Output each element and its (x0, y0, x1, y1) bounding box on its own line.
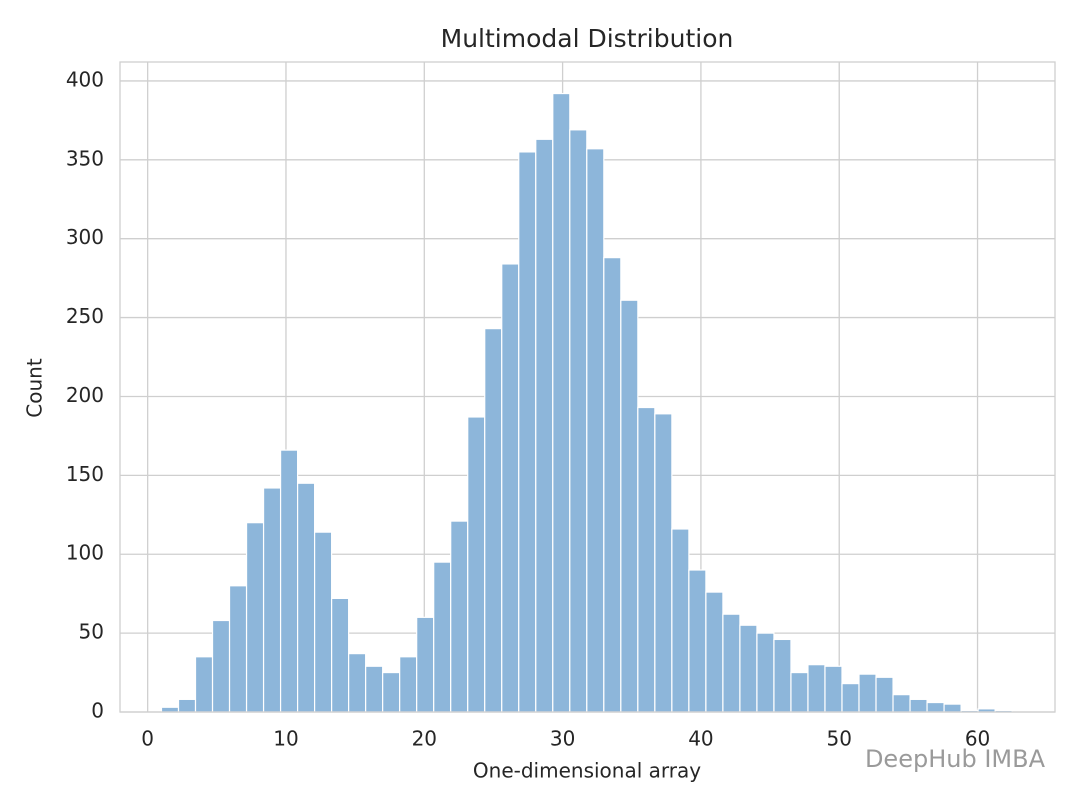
y-tick-label: 350 (66, 146, 104, 170)
y-tick-label: 250 (66, 304, 104, 328)
x-axis-label: One-dimensional array (473, 759, 701, 783)
y-tick-label: 400 (66, 67, 104, 91)
bar (535, 138, 554, 713)
bar (245, 522, 265, 713)
x-tick-label: 30 (550, 727, 575, 751)
bar (331, 597, 350, 713)
bar (518, 151, 537, 713)
bar (773, 638, 792, 713)
bar (841, 683, 860, 713)
x-tick-label: 0 (141, 727, 154, 751)
bar (654, 413, 673, 713)
y-tick-label: 100 (66, 541, 104, 565)
x-tick-label: 50 (827, 727, 852, 751)
bar (637, 406, 656, 713)
bar (739, 624, 758, 713)
bar (586, 148, 605, 713)
bar (314, 531, 333, 713)
plot-frame (119, 61, 1056, 713)
bar (228, 585, 248, 713)
bar (688, 569, 707, 713)
bar (790, 671, 809, 713)
bar (365, 665, 384, 713)
chart-title: Multimodal Distribution (441, 24, 734, 53)
bar (177, 698, 197, 713)
bar (382, 671, 401, 713)
bar (858, 673, 877, 713)
y-tick-label: 0 (91, 699, 104, 723)
bar (722, 613, 741, 713)
bar (671, 528, 690, 713)
bar (399, 656, 418, 713)
bar (926, 701, 945, 713)
y-axis-label: Count (23, 358, 47, 418)
bar (756, 632, 775, 713)
bar (620, 299, 639, 713)
bar (892, 694, 911, 713)
x-tick-label: 40 (688, 727, 713, 751)
bar (552, 92, 571, 713)
bar (450, 520, 469, 713)
bar (569, 129, 588, 713)
x-tick-label: 10 (273, 727, 298, 751)
bar (807, 664, 826, 713)
bar (160, 706, 180, 713)
watermark: DeepHub IMBA (865, 745, 1046, 773)
bar (211, 619, 231, 713)
bar (348, 653, 367, 713)
x-tick-label: 60 (965, 727, 990, 751)
bar (909, 698, 928, 713)
bar (433, 561, 452, 713)
bar (262, 487, 282, 713)
bar (484, 328, 503, 713)
y-tick-label: 150 (66, 462, 104, 486)
bar (194, 656, 214, 713)
bar (824, 665, 843, 713)
y-tick-label: 50 (79, 620, 104, 644)
bar (875, 676, 894, 713)
bar (467, 416, 486, 713)
bar (603, 257, 622, 713)
bar (943, 703, 962, 713)
bar (501, 263, 520, 713)
bar (296, 482, 316, 713)
x-tick-label: 20 (412, 727, 437, 751)
bar (705, 591, 724, 713)
bar (279, 449, 299, 713)
y-tick-label: 200 (66, 383, 104, 407)
bar (416, 616, 435, 713)
y-tick-label: 300 (66, 225, 104, 249)
